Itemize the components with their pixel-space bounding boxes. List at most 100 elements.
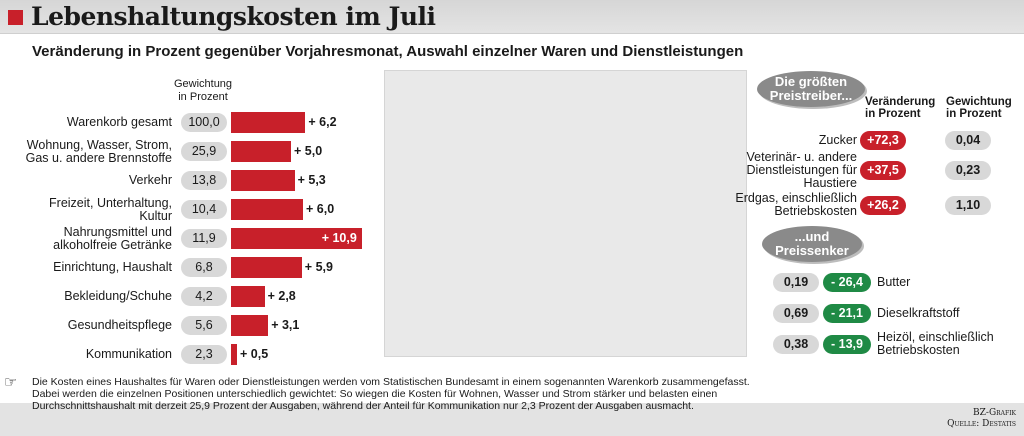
category-label-line: Verkehr	[128, 173, 172, 187]
riser-change-pill: +26,2	[860, 195, 906, 215]
faller-label-line: Heizöl, einschließlich	[877, 330, 994, 344]
category-label-line: Freizeit, Unterhaltung,	[49, 195, 172, 210]
riser-label-line: Dienstleistungen für	[746, 162, 857, 177]
bar	[231, 344, 237, 365]
fallers-bubble-line: Preissenker	[775, 243, 849, 258]
footnote-line: Die Kosten eines Haushaltes für Waren od…	[32, 376, 750, 388]
category-label-line: Gas u. andere Brennstoffe	[25, 150, 172, 165]
category-label-line: Gesundheitspflege	[67, 318, 172, 332]
bar-value-label: + 0,5	[240, 347, 269, 361]
photo-placeholder	[384, 70, 747, 357]
weight-header: Gewichtung in Prozent	[160, 78, 246, 104]
faller-weight-pill: 0,19	[773, 272, 819, 292]
faller-label-line: Butter	[877, 274, 911, 289]
category-label-line: Kultur	[139, 208, 172, 223]
faller-weight-pill: 0,38	[773, 334, 819, 354]
bar-value-label: + 5,0	[294, 144, 323, 158]
bar	[231, 141, 291, 162]
faller-change-pill: - 26,4	[823, 272, 871, 292]
weight-pill: 100,0	[181, 113, 227, 132]
riser-label-line: Betriebskosten	[774, 204, 857, 218]
weight-header-line: Gewichtung	[173, 78, 233, 90]
bar-value-label: + 6,0	[306, 202, 335, 216]
category-label: Nahrungsmittel und alkoholfreie Getränke	[0, 224, 172, 252]
category-label-line: Warenkorb gesamt	[66, 115, 172, 129]
riser-label: Zucker	[707, 132, 857, 147]
weight-pill: 25,9	[181, 142, 227, 161]
weight-column-header-line: Gewichtung	[946, 96, 1012, 108]
category-label: Verkehr	[0, 174, 172, 187]
faller-label-line: Dieselkraftstoff	[877, 305, 960, 320]
category-label: Wohnung, Wasser, Strom, Gas u. andere Bre…	[0, 137, 172, 165]
bar-value-label: + 5,3	[297, 173, 326, 187]
category-label-line: Kommunikation	[85, 347, 172, 361]
riser-label-line: Veterinär- u. andere	[746, 149, 858, 164]
category-label-line: Nahrungsmittel und	[63, 224, 172, 239]
credit-line: BZ-Grafik	[973, 408, 1016, 418]
change-column-header-line: Veränderung	[865, 96, 936, 108]
category-label: Kommunikation	[0, 348, 172, 361]
riser-label-line: Erdgas, einschließlich	[735, 191, 857, 205]
riser-weight-pill: 0,04	[945, 130, 991, 150]
bar-value-label: + 2,8	[267, 289, 296, 303]
category-label: Gesundheitspflege	[0, 319, 172, 332]
riser-label-line: Zucker	[818, 132, 857, 147]
category-label: Warenkorb gesamt	[0, 116, 172, 129]
bar	[231, 286, 265, 307]
title-square-icon	[8, 10, 23, 25]
riser-change-pill: +72,3	[860, 130, 906, 150]
riser-label: Erdgas, einschließlich Betriebskosten	[707, 192, 857, 218]
faller-change-pill: - 21,1	[823, 303, 871, 323]
weight-pill: 5,6	[181, 316, 227, 335]
footnote-line: Durchschnittshaushalt mit derzeit 25,9 P…	[32, 400, 694, 412]
bar	[231, 315, 269, 336]
weight-pill: 6,8	[181, 258, 227, 277]
category-label-line: alkoholfreie Getränke	[53, 237, 172, 252]
category-label: Bekleidung/Schuhe	[0, 290, 172, 303]
bar	[231, 199, 303, 220]
faller-change-pill: - 13,9	[823, 334, 871, 354]
bar-value-label: + 6,2	[308, 115, 337, 129]
faller-weight-pill: 0,69	[773, 303, 819, 323]
page-title: Lebenshaltungskosten im Juli	[31, 2, 436, 31]
bar	[231, 257, 302, 278]
pointing-hand-icon: ☞	[4, 374, 18, 391]
faller-label: Dieselkraftstoff	[877, 305, 960, 320]
weight-pill: 11,9	[181, 229, 227, 248]
risers-bubble-line: Preistreiber...	[769, 88, 853, 103]
bar-value-label: + 10,9	[321, 231, 357, 245]
category-label-line: Einrichtung, Haushalt	[53, 260, 172, 274]
credit: BZ-Grafik Quelle: Destatis	[947, 408, 1016, 430]
category-label-line: Wohnung, Wasser, Strom,	[26, 137, 172, 152]
bar-value-label: + 5,9	[304, 260, 333, 274]
risers-bubble-line: Die größten	[774, 74, 848, 89]
riser-weight-pill: 0,23	[945, 160, 991, 180]
category-label-line: Bekleidung/Schuhe	[64, 289, 172, 303]
weight-pill: 13,8	[181, 171, 227, 190]
bar	[231, 170, 295, 191]
bar-value-label: + 3,1	[271, 318, 300, 332]
fallers-bubble: ...und Preissenker	[762, 226, 862, 262]
risers-bubble: Die größten Preistreiber...	[757, 71, 865, 107]
change-column-header: Veränderung in Prozent	[865, 96, 935, 120]
credit-line: Quelle: Destatis	[947, 419, 1016, 429]
faller-label: Heizöl, einschließlich Betriebskosten	[877, 331, 994, 357]
bar-chart: Warenkorb gesamt 100,0 + 6,2 Wohnung, Wasse…	[0, 108, 372, 365]
riser-label-line: Haustiere	[803, 175, 858, 190]
page-subtitle: Veränderung in Prozent gegenüber Vorjahr…	[32, 43, 744, 60]
weight-pill: 4,2	[181, 287, 227, 306]
weight-column-header: Gewichtung in Prozent	[946, 96, 1012, 120]
title-band	[0, 0, 1024, 34]
category-label: Freizeit, Unterhaltung, Kultur	[0, 195, 172, 223]
weight-column-header-line: in Prozent	[946, 108, 1002, 120]
faller-label-line: Betriebskosten	[877, 343, 960, 357]
weight-pill: 2,3	[181, 345, 227, 364]
weight-pill: 10,4	[181, 200, 227, 219]
weight-header-line: in Prozent	[178, 91, 228, 103]
footnote-line: Dabei werden die einzelnen Positionen un…	[32, 388, 718, 400]
category-label: Einrichtung, Haushalt	[0, 261, 172, 274]
footnote: Die Kosten eines Haushaltes für Waren od…	[32, 376, 832, 412]
change-column-header-line: in Prozent	[865, 108, 921, 120]
faller-label: Butter	[877, 274, 911, 289]
riser-weight-pill: 1,10	[945, 195, 991, 215]
